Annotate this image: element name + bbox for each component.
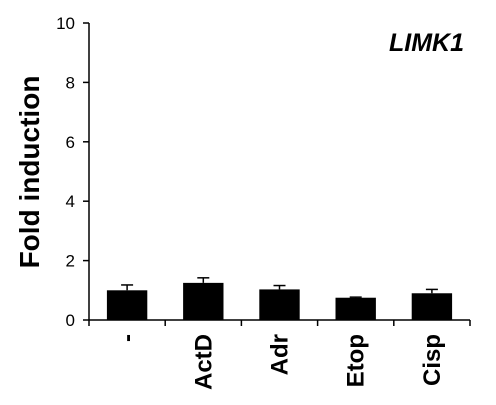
x-category-label: Etop [343,334,370,387]
bar [183,282,224,320]
y-tick-label: 0 [66,311,75,330]
y-tick-label: 8 [66,73,75,92]
x-category-label: Cisp [419,334,446,386]
chart-title: LIMK1 [389,29,464,57]
category-labels: - ActD Adr Etop Cisp [114,334,446,390]
error-bars [121,277,438,298]
y-tick-label: 10 [56,14,75,33]
y-tick-label: 4 [66,192,75,211]
y-tick-label: 6 [66,133,75,152]
y-axis-label: Fold induction [14,76,45,269]
x-ticks [88,320,471,326]
bar [259,289,300,320]
x-category-label: ActD [190,334,217,390]
x-category-label: - [114,334,141,342]
y-ticks: 0 2 4 6 8 10 [56,14,89,330]
bar [106,290,148,320]
x-category-label: Adr [267,334,294,375]
bar [411,293,453,320]
y-tick-label: 2 [66,252,75,271]
bar [335,297,376,320]
bars [106,282,453,320]
